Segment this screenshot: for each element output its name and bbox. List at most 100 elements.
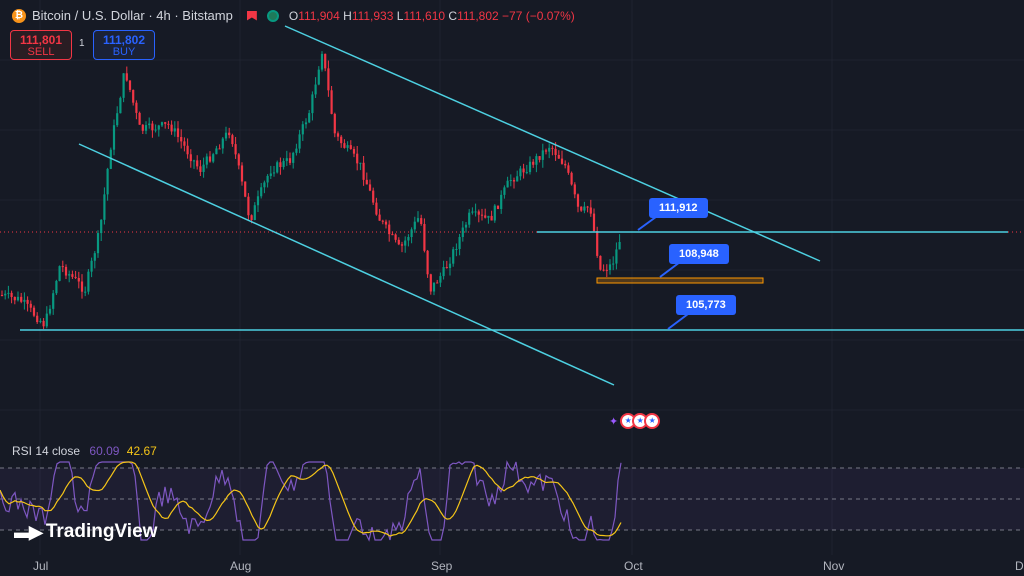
- sell-button[interactable]: 111,801 SELL: [10, 30, 72, 60]
- candle-body: [596, 231, 599, 256]
- candle-body: [618, 241, 621, 250]
- candle-body: [416, 218, 420, 222]
- candle-body: [183, 141, 186, 146]
- candle-body: [372, 190, 375, 203]
- candle-body: [461, 227, 464, 238]
- candle-body: [77, 277, 80, 282]
- upper-trendline[interactable]: [284, 25, 821, 262]
- rsi-legend[interactable]: RSI 14 close 60.09 42.67: [12, 444, 157, 458]
- candle-body: [119, 97, 122, 114]
- us-flag-event-icon[interactable]: ★: [644, 413, 661, 429]
- candle-body: [327, 68, 330, 91]
- candle-body: [144, 125, 148, 131]
- candle-body: [368, 184, 372, 191]
- candle-body: [564, 163, 567, 166]
- candle-body: [208, 156, 212, 162]
- candle-body: [93, 253, 96, 261]
- candle-body: [551, 147, 554, 149]
- candle-body: [516, 176, 519, 182]
- candle-body: [525, 172, 528, 174]
- candle-body: [429, 274, 432, 292]
- candle-body: [228, 132, 231, 136]
- x-axis-label: Oct: [624, 559, 643, 573]
- candle-body: [231, 135, 234, 145]
- candle-body: [349, 145, 352, 149]
- candle-body: [26, 299, 29, 304]
- candle-body: [397, 239, 400, 245]
- price-callout-111912[interactable]: 111,912: [649, 198, 708, 218]
- candle-body: [173, 128, 176, 132]
- candle-body: [314, 84, 317, 95]
- candle-body: [522, 168, 525, 173]
- candle-body: [519, 168, 522, 177]
- price-callout-108948[interactable]: 108,948: [669, 244, 729, 264]
- candle-body: [128, 80, 132, 90]
- candle-body: [285, 158, 288, 161]
- candle-body: [125, 73, 128, 81]
- price-callout-105773[interactable]: 105,773: [676, 295, 736, 315]
- candle-body: [221, 138, 224, 149]
- candle-body: [477, 211, 480, 215]
- flag-icon[interactable]: [246, 10, 257, 21]
- candle-body: [218, 148, 221, 150]
- candle-body: [487, 215, 490, 218]
- candle-body: [400, 244, 404, 246]
- symbol-legend[interactable]: ₿ Bitcoin / U.S. Dollar · 4h · Bitstamp …: [12, 8, 575, 23]
- candle-body: [413, 221, 416, 230]
- candle-body: [365, 179, 368, 185]
- candle-body: [560, 158, 564, 164]
- candle-body: [189, 154, 192, 162]
- candle-body: [7, 292, 10, 294]
- candle-body: [381, 220, 384, 222]
- buy-button[interactable]: 111,802 BUY: [93, 30, 155, 60]
- candle-body: [64, 266, 68, 276]
- candle-body: [608, 264, 612, 271]
- candle-body: [215, 148, 218, 155]
- candle-body: [48, 308, 52, 314]
- candle-body: [13, 297, 16, 301]
- x-axis-label: D: [1015, 559, 1024, 573]
- candle-body: [301, 124, 304, 135]
- tradingview-logo[interactable]: ▬▶ TradingView: [14, 521, 157, 543]
- candle-body: [160, 122, 164, 126]
- candle-body: [554, 148, 557, 155]
- candle-body: [196, 160, 199, 167]
- candle-body: [375, 202, 378, 215]
- candle-body: [42, 320, 45, 327]
- candle-body: [36, 315, 39, 323]
- candle-body: [176, 128, 180, 137]
- market-status-icon[interactable]: [266, 9, 279, 22]
- candle-body: [394, 234, 397, 240]
- support-zone[interactable]: [596, 277, 764, 284]
- candle-body: [420, 218, 423, 224]
- candle-body: [164, 122, 167, 124]
- lower-trendline[interactable]: [78, 143, 615, 386]
- candle-body: [388, 224, 391, 235]
- candle-body: [442, 267, 445, 277]
- candle-body: [272, 172, 276, 174]
- candle-body: [240, 165, 244, 182]
- candle-body: [538, 156, 541, 160]
- candle-body: [250, 215, 253, 221]
- candle-body: [484, 215, 487, 218]
- candle-body: [45, 313, 48, 327]
- candle-body: [84, 291, 87, 293]
- candle-body: [205, 156, 208, 165]
- candle-body: [573, 184, 576, 195]
- candle-body: [532, 161, 535, 165]
- economic-events[interactable]: ✦ ★ ★ ★: [609, 413, 661, 429]
- rsi-label: RSI 14 close: [12, 444, 81, 458]
- order-quantity[interactable]: 1: [79, 38, 85, 49]
- candle-body: [96, 233, 100, 254]
- candle-body: [432, 282, 436, 292]
- candle-body: [135, 102, 138, 113]
- candle-body: [292, 152, 295, 163]
- candle-body: [503, 187, 506, 195]
- candle-body: [148, 123, 151, 126]
- candle-body: [109, 149, 112, 169]
- candle-body: [103, 194, 106, 220]
- candle-body: [599, 255, 602, 270]
- candle-body: [404, 240, 407, 246]
- symbol-title[interactable]: Bitcoin / U.S. Dollar · 4h · Bitstamp: [32, 8, 233, 23]
